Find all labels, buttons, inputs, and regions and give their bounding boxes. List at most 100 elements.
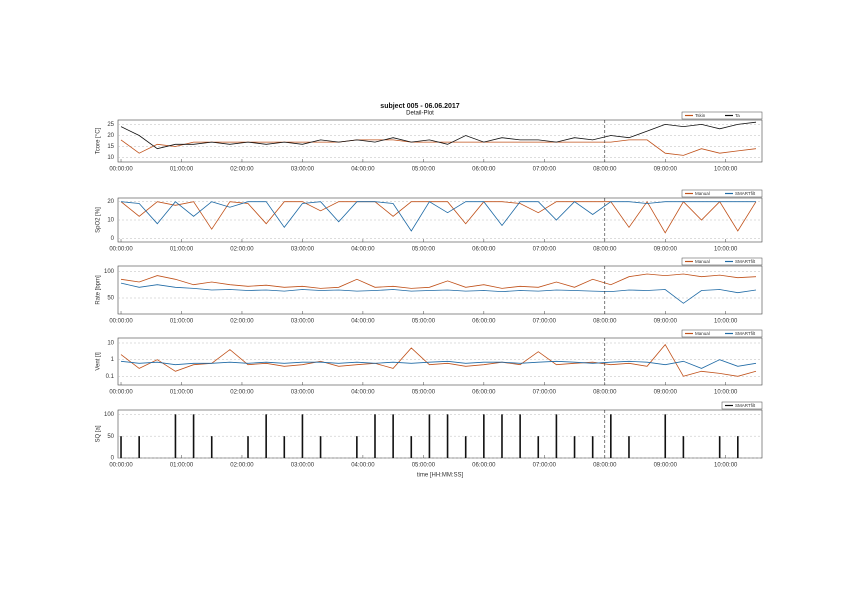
x-tick-label: 07:00:00 xyxy=(533,390,557,396)
x-tick-label: 01:00:00 xyxy=(170,247,194,253)
bar xyxy=(174,414,177,458)
bar xyxy=(446,414,449,458)
x-tick-label: 06:00:00 xyxy=(472,319,496,325)
x-tick-label: 08:00:00 xyxy=(593,390,617,396)
bar xyxy=(519,414,521,458)
legend-label: Manual xyxy=(695,331,710,336)
x-tick-label: 00:00:00 xyxy=(109,167,133,173)
bar xyxy=(737,436,739,458)
x-tick-label: 01:00:00 xyxy=(170,319,194,325)
x-tick-label: 10:00:00 xyxy=(714,167,738,173)
x-tick-label: 06:00:00 xyxy=(472,463,496,469)
x-tick-label: 04:00:00 xyxy=(351,167,375,173)
series-line xyxy=(120,359,757,369)
bar xyxy=(555,414,558,458)
y-tick-label: 10 xyxy=(107,341,114,347)
x-tick-label: 10:00:00 xyxy=(714,319,738,325)
x-tick-label: 03:00:00 xyxy=(291,463,315,469)
x-tick-label: 06:00:00 xyxy=(472,167,496,173)
x-tick-label: 05:00:00 xyxy=(412,390,436,396)
bar xyxy=(265,414,267,458)
x-tick-label: 02:00:00 xyxy=(230,390,254,396)
x-tick-label: 04:00:00 xyxy=(351,463,375,469)
bar xyxy=(537,436,540,458)
bar xyxy=(301,414,304,458)
x-tick-label: 03:00:00 xyxy=(291,390,315,396)
legend-label: Tskin xyxy=(695,113,706,118)
x-tick-label: 06:00:00 xyxy=(472,390,496,396)
series-line xyxy=(120,200,757,234)
bar xyxy=(283,436,286,458)
x-tick-label: 03:00:00 xyxy=(291,247,315,253)
y-tick-label: 50 xyxy=(107,434,114,440)
x-tick-label: 10:00:00 xyxy=(714,390,738,396)
bar xyxy=(428,414,431,458)
legend-label: SMARTfilt xyxy=(735,259,756,264)
legend-box xyxy=(681,329,763,338)
x-tick-label: 09:00:00 xyxy=(654,319,678,325)
bar xyxy=(682,436,685,458)
x-tick-label: 07:00:00 xyxy=(533,167,557,173)
x-tick-label: 07:00:00 xyxy=(533,247,557,253)
y-tick-label: 20 xyxy=(107,133,114,139)
x-tick-label: 08:00:00 xyxy=(593,319,617,325)
x-tick-label: 05:00:00 xyxy=(412,247,436,253)
bar xyxy=(718,436,721,458)
x-tick-label: 08:00:00 xyxy=(593,463,617,469)
legend-box xyxy=(721,401,763,410)
x-tick-label: 00:00:00 xyxy=(109,390,133,396)
legend-label: Manual xyxy=(695,259,710,264)
y-tick-label: 20 xyxy=(107,199,114,205)
x-axis-label: time [HH:MM:SS] xyxy=(417,473,464,479)
x-tick-label: 05:00:00 xyxy=(412,319,436,325)
x-tick-label: 10:00:00 xyxy=(714,463,738,469)
x-tick-label: 06:00:00 xyxy=(472,247,496,253)
bar xyxy=(573,436,576,458)
x-tick-label: 02:00:00 xyxy=(230,167,254,173)
bar xyxy=(501,414,503,458)
plot-area xyxy=(117,265,763,315)
x-tick-label: 04:00:00 xyxy=(351,319,375,325)
y-tick-label: 0 xyxy=(111,236,115,242)
series-line xyxy=(120,121,757,150)
y-axis-label: Rate [bpm] xyxy=(96,275,102,305)
x-tick-label: 09:00:00 xyxy=(654,390,678,396)
bar xyxy=(192,414,195,458)
y-tick-label: 0.1 xyxy=(106,374,115,380)
series-line xyxy=(120,343,757,377)
bar xyxy=(610,414,612,458)
y-tick-label: 15 xyxy=(107,144,114,150)
x-tick-label: 09:00:00 xyxy=(654,167,678,173)
bar xyxy=(138,436,140,458)
legend-label: Ta xyxy=(735,113,740,118)
bar xyxy=(374,414,376,458)
bar xyxy=(392,414,394,458)
x-tick-label: 07:00:00 xyxy=(533,463,557,469)
y-axis-label: SQ [a] xyxy=(96,425,102,442)
x-tick-label: 09:00:00 xyxy=(654,463,678,469)
legend-box xyxy=(681,111,763,120)
plot-area xyxy=(117,337,763,386)
y-tick-label: 50 xyxy=(107,296,114,302)
bar xyxy=(247,436,249,458)
x-tick-label: 07:00:00 xyxy=(533,319,557,325)
x-tick-label: 05:00:00 xyxy=(412,167,436,173)
plot-area xyxy=(117,119,763,163)
x-tick-label: 02:00:00 xyxy=(230,463,254,469)
y-tick-label: 1 xyxy=(111,357,115,363)
series-line xyxy=(120,201,756,232)
x-tick-label: 01:00:00 xyxy=(170,463,194,469)
bar xyxy=(464,436,467,458)
legend-box xyxy=(681,257,763,266)
x-tick-label: 04:00:00 xyxy=(351,247,375,253)
x-tick-label: 00:00:00 xyxy=(109,247,133,253)
legend-label: Manual xyxy=(695,191,710,196)
y-tick-label: 100 xyxy=(104,269,115,275)
legend-label: SMARTfilt xyxy=(735,331,756,336)
chart-title: subject 005 - 06.06.2017 xyxy=(380,103,459,110)
bar xyxy=(356,436,358,458)
chart-subtitle: Detail-Plot xyxy=(406,111,434,117)
legend-label: SMARTfilt xyxy=(735,191,756,196)
x-tick-label: 01:00:00 xyxy=(170,390,194,396)
